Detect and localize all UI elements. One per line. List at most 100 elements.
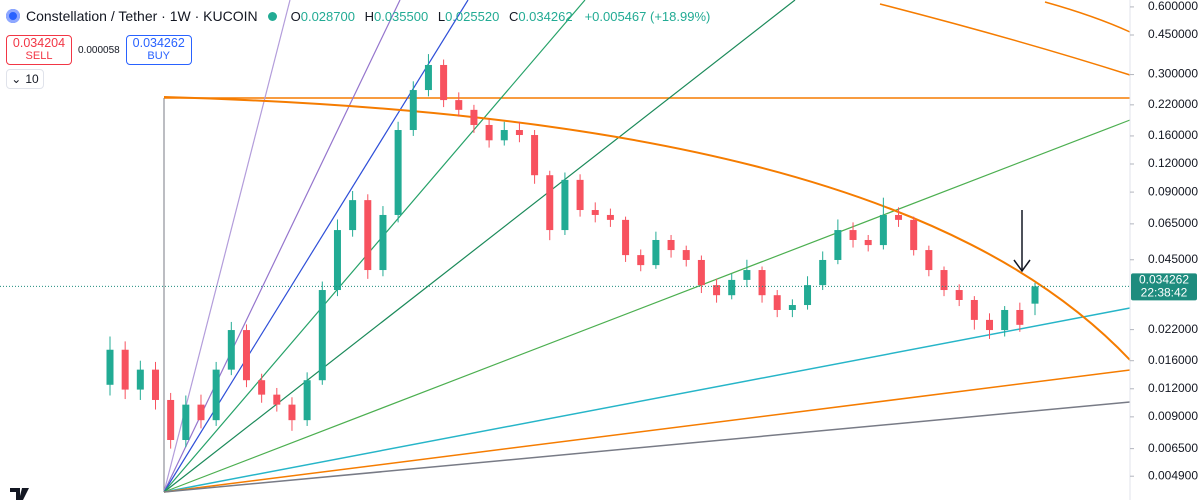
spread: 0.000058: [78, 44, 120, 56]
arc: [163, 96, 1131, 361]
y-tick-label: 0.300000: [1148, 67, 1198, 81]
candle-body: [531, 135, 539, 176]
candle-body: [242, 330, 250, 381]
candle-body: [121, 349, 129, 390]
y-tick-label: 0.006500: [1148, 441, 1198, 455]
y-tick-label: 0.004900: [1148, 468, 1198, 482]
candle-body: [1016, 309, 1024, 325]
y-tick-label: 0.090000: [1148, 184, 1198, 198]
ohlc-key: O: [290, 8, 301, 24]
y-tick-label: 0.600000: [1148, 0, 1198, 13]
candle-body: [667, 239, 675, 251]
candle-body: [167, 399, 175, 441]
candle-body: [895, 214, 903, 220]
candle-body: [1001, 309, 1009, 331]
interval-toggle[interactable]: ⌄ 10: [6, 69, 44, 89]
arrow-head: [1013, 259, 1031, 273]
candle-body: [788, 305, 796, 310]
candle-body: [849, 230, 857, 240]
interval-value: 10: [25, 72, 39, 86]
candle-body: [106, 349, 114, 385]
y-tick-label: 0.016000: [1148, 353, 1198, 367]
buy-label: BUY: [147, 50, 171, 62]
candle-body: [713, 285, 721, 296]
candle-body: [424, 64, 432, 91]
trade-panel: 0.034204 SELL 0.000058 0.034262 BUY: [6, 35, 192, 65]
candle-body: [182, 404, 190, 441]
candle-body: [151, 369, 159, 400]
fan-line: [163, 307, 1131, 493]
candle-body: [318, 290, 326, 381]
fan-line: [163, 0, 796, 493]
arc: [879, 3, 1131, 76]
countdown: 22:38:42: [1141, 286, 1188, 300]
candle-body: [288, 404, 296, 421]
y-tick-label: 0.022000: [1148, 322, 1198, 336]
ohlc-value: 0.034262: [518, 8, 573, 24]
candle-body: [622, 219, 630, 256]
candle-body: [500, 130, 508, 141]
coin-logo: [6, 9, 20, 23]
fan-line: [163, 401, 1131, 493]
candle-body: [379, 214, 387, 271]
drawings: [10, 0, 1131, 500]
candle-body: [970, 299, 978, 320]
candle-body: [546, 175, 554, 231]
candle-body: [455, 100, 463, 110]
candle-body: [743, 270, 751, 280]
candle-body: [728, 279, 736, 296]
last-price-badge: [1131, 273, 1197, 301]
candle-body: [561, 179, 569, 231]
ohlc: O0.028700 H0.035500 L0.025520 C0.034262: [291, 9, 579, 24]
market-status: [267, 11, 277, 21]
candle-body: [394, 130, 402, 215]
ohlc-key: L: [437, 8, 446, 24]
sell-price: 0.034204: [12, 36, 66, 50]
fan-line: [163, 369, 1131, 493]
ohlc-key: C: [508, 8, 519, 24]
candle-body: [819, 259, 827, 286]
ohlc-value: 0.028700: [300, 8, 355, 24]
y-tick-label: 0.065000: [1148, 216, 1198, 230]
sell-label: SELL: [25, 50, 53, 62]
candle-body: [879, 214, 887, 246]
candle-body: [606, 214, 614, 220]
fan-line: [163, 0, 586, 493]
ohlc-value: 0.035500: [373, 8, 429, 24]
candle-body: [925, 250, 933, 271]
candle-body: [864, 239, 872, 246]
candle-body: [227, 330, 235, 370]
y-tick-label: 0.012000: [1148, 381, 1198, 395]
arc: [1044, 1, 1131, 33]
y-tick-label: 0.220000: [1148, 97, 1198, 111]
y-tick-label: 0.045000: [1148, 252, 1198, 266]
candle-body: [986, 319, 994, 331]
candle-body: [834, 230, 842, 260]
tv-logo: [10, 488, 29, 500]
candle-body: [1031, 286, 1039, 304]
candle-body: [758, 270, 766, 296]
candle-body: [273, 394, 281, 405]
sell-button[interactable]: 0.034204 SELL: [6, 35, 72, 65]
candle-body: [258, 380, 266, 395]
ohlc-key: H: [364, 8, 374, 24]
candle-body: [364, 200, 372, 271]
candle-body: [212, 369, 220, 421]
last-price-label: 0.034262: [1139, 273, 1189, 287]
candle-body: [955, 290, 963, 300]
candle-body: [637, 255, 645, 266]
candle-body: [485, 124, 493, 141]
buy-button[interactable]: 0.034262 BUY: [125, 35, 192, 65]
candle-body: [333, 230, 341, 291]
change: +0.005467 (+18.99%): [584, 8, 711, 24]
candle-body: [197, 404, 205, 421]
candle-body: [652, 239, 660, 266]
candle-body: [349, 200, 357, 231]
symbol[interactable]: Constellation / Tether · 1W · KUCOIN: [26, 8, 258, 24]
candle-body: [409, 90, 417, 131]
candle-body: [470, 109, 478, 125]
chevron: ⌄: [11, 72, 22, 86]
y-tick-label: 0.450000: [1148, 27, 1198, 41]
